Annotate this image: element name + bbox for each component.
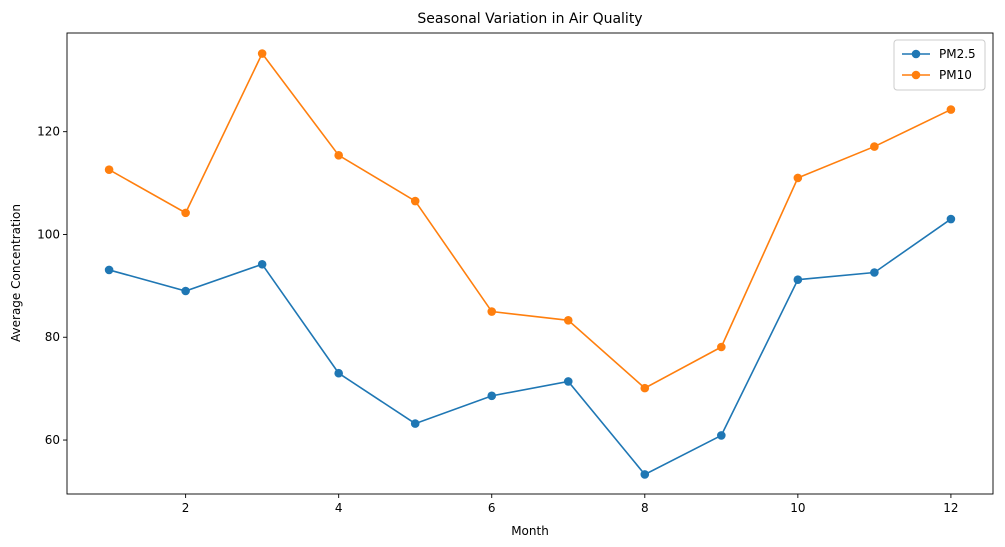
axes-frame: [66, 32, 994, 495]
x-axis-title: Month: [511, 524, 549, 538]
x-tick-label: 4: [335, 501, 343, 515]
series-line-1: [108, 52, 952, 390]
y-axis-title: Average Concentration: [9, 204, 23, 342]
x-tick-label: 10: [790, 501, 805, 515]
x-tick-label: 2: [182, 501, 190, 515]
data-point: [334, 151, 343, 160]
legend-marker: [911, 70, 921, 80]
y-tick-label: 120: [37, 125, 60, 139]
data-point: [410, 419, 420, 428]
data-point: [334, 368, 343, 378]
x-tick-label: 8: [641, 501, 649, 515]
data-point: [793, 275, 803, 284]
data-point: [793, 173, 803, 183]
data-point: [870, 142, 879, 151]
axis-ticks: 2 4 6 8 10 12 60 80 100 120: [37, 32, 994, 515]
legend-label: PM2.5: [939, 47, 976, 61]
data-point: [104, 165, 114, 175]
data-point: [563, 377, 573, 386]
data-point: [104, 265, 114, 275]
legend-marker: [911, 49, 921, 59]
x-tick-label: 6: [488, 501, 496, 515]
data-point: [563, 315, 573, 325]
legend: PM2.5 PM10: [893, 39, 986, 91]
data-point: [487, 307, 497, 316]
data-point: [640, 383, 650, 393]
data-point: [181, 208, 190, 218]
data-point: [946, 214, 956, 224]
data-point: [640, 470, 650, 479]
data-point: [946, 105, 956, 114]
y-tick-label: 80: [45, 330, 60, 344]
data-point: [257, 49, 267, 58]
plot-area: [104, 49, 956, 479]
legend-label: PM10: [939, 68, 972, 82]
data-point: [717, 342, 726, 352]
series-line-0: [108, 218, 952, 476]
data-point: [717, 431, 726, 440]
data-point: [257, 259, 267, 269]
x-tick-label: 12: [943, 501, 958, 515]
data-point: [410, 196, 420, 206]
data-point: [870, 268, 879, 277]
y-tick-label: 60: [45, 433, 60, 447]
chart-title: Seasonal Variation in Air Quality: [417, 11, 642, 27]
y-tick-label: 100: [37, 227, 60, 241]
data-point: [487, 391, 497, 401]
data-point: [181, 286, 190, 296]
